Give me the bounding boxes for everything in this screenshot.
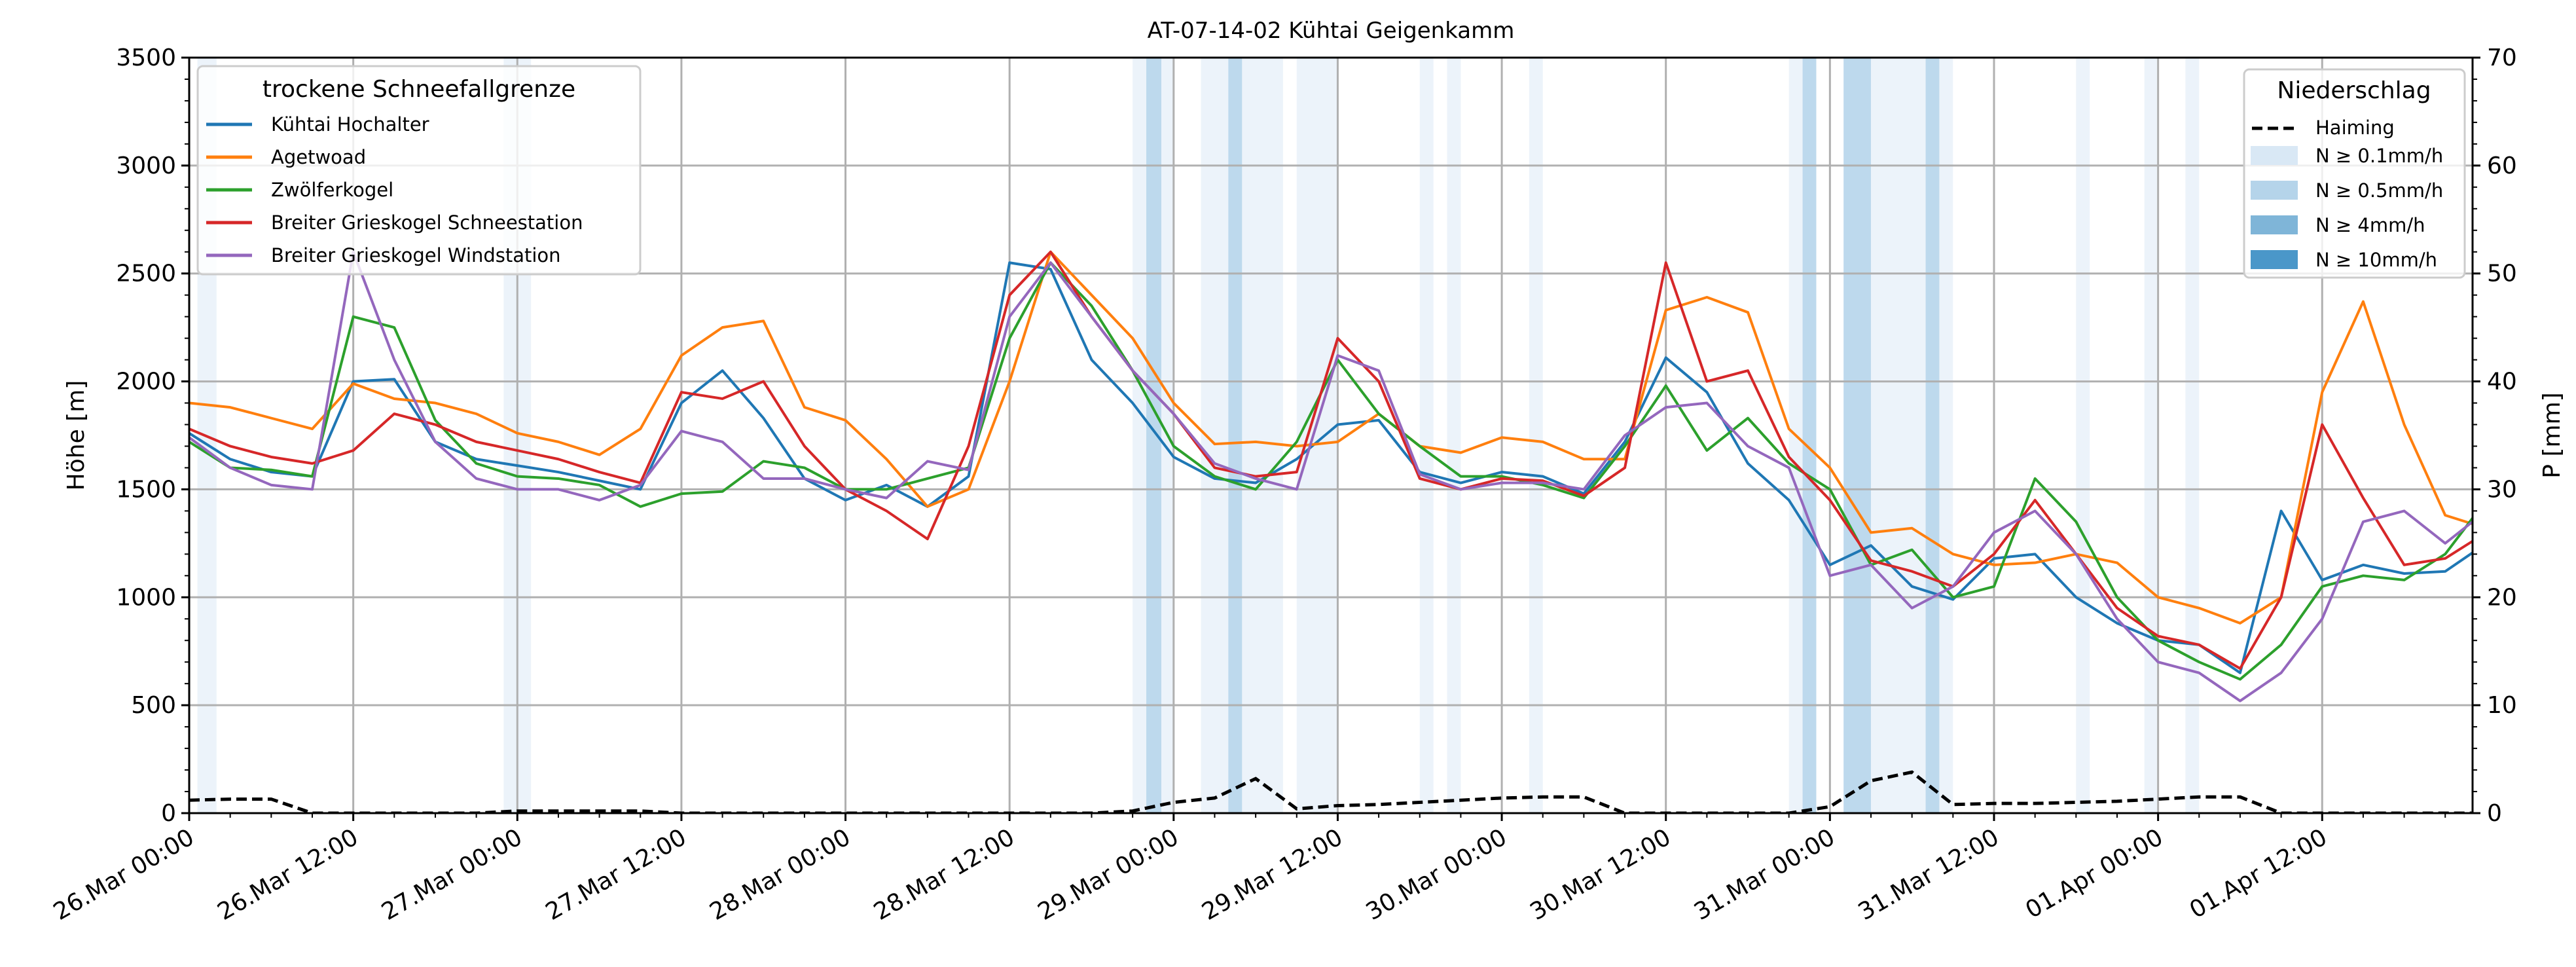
legend-label: Kühtai Hochalter	[271, 113, 429, 136]
x-tick-label: 31.Mar 00:00	[1690, 824, 1840, 926]
x-tick-label: 26.Mar 12:00	[213, 824, 363, 926]
y-right-tick-label: 50	[2487, 261, 2517, 287]
precip-band	[1228, 58, 1243, 813]
x-tick-label: 29.Mar 00:00	[1034, 824, 1184, 926]
y-axis-label: Höhe [m]	[63, 380, 90, 491]
plot-frame	[188, 56, 2474, 814]
precip-band	[2076, 58, 2090, 813]
series-line-1	[189, 250, 2473, 625]
y-right-tick-label: 30	[2487, 476, 2517, 503]
precip-band	[1802, 58, 1817, 813]
legend-snowline: trockene Schneefallgrenze Kühtai Hochalt…	[196, 65, 642, 276]
legend-precip-swatch	[2251, 181, 2298, 200]
precip-band	[2185, 58, 2200, 813]
y-right-tick-label: 20	[2487, 584, 2517, 611]
legend-label: Zwölferkogel	[271, 179, 393, 201]
legend-haiming-label: Haiming	[2315, 117, 2395, 139]
y-right-tick-label: 0	[2487, 800, 2502, 827]
legend-precip-title: Niederschlag	[2277, 77, 2431, 104]
y-tick-label: 3000	[116, 153, 176, 179]
precip-band	[2144, 58, 2158, 813]
x-tick-label: 01.Apr 12:00	[2185, 824, 2332, 924]
legend-precip-label: N ≥ 10mm/h	[2315, 249, 2437, 271]
legend-precip-label: N ≥ 0.1mm/h	[2315, 145, 2443, 167]
x-tick-label: 27.Mar 12:00	[541, 824, 691, 926]
y-right-tick-label: 40	[2487, 369, 2517, 395]
legend-precip-label: N ≥ 0.5mm/h	[2315, 179, 2443, 202]
legend-precip-label: N ≥ 4mm/h	[2315, 214, 2425, 236]
legend-precip-swatch	[2251, 146, 2298, 165]
legend-label: Breiter Grieskogel Windstation	[271, 244, 561, 266]
x-tick-label: 28.Mar 00:00	[705, 824, 855, 926]
legend-label: Agetwoad	[271, 146, 366, 168]
haiming-precip-line	[189, 770, 2473, 813]
legend-precip-swatch	[2251, 250, 2298, 269]
precip-band	[1843, 58, 1872, 813]
series-line-0	[189, 261, 2473, 674]
x-tick-label: 29.Mar 12:00	[1197, 824, 1347, 926]
legend-precip: Niederschlag Haiming N ≥ 0.1mm/h N ≥ 0.5m…	[2243, 68, 2466, 279]
x-tick-label: 01.Apr 00:00	[2021, 824, 2168, 924]
y-tick-label: 2000	[116, 369, 176, 395]
y-tick-label: 3500	[116, 45, 176, 71]
y-tick-label: 2500	[116, 261, 176, 287]
legend-label: Breiter Grieskogel Schneestation	[271, 211, 583, 234]
precip-band	[1419, 58, 1434, 813]
y-tick-label: 500	[131, 692, 176, 719]
y-right-tick-label: 10	[2487, 692, 2517, 719]
chart-title: AT-07-14-02 Kühtai Geigenkamm	[1148, 18, 1515, 44]
legend-snowline-title: trockene Schneefallgrenze	[263, 76, 575, 103]
legend-precip-swatch	[2251, 215, 2298, 234]
y-tick-label: 1000	[116, 584, 176, 611]
precip-band	[1146, 58, 1162, 813]
x-tick-label: 30.Mar 12:00	[1526, 824, 1676, 926]
precip-line	[189, 770, 2473, 813]
x-tick-label: 26.Mar 00:00	[49, 824, 199, 926]
y-axis-right-label: P [mm]	[2539, 392, 2566, 478]
y-right-tick-label: 70	[2487, 45, 2517, 71]
y-tick-label: 0	[161, 800, 176, 827]
series-lines	[189, 250, 2473, 702]
x-tick-label: 28.Mar 12:00	[869, 824, 1019, 926]
precip-band	[1529, 58, 1543, 813]
x-tick-label: 27.Mar 00:00	[377, 824, 527, 926]
precip-band	[1925, 58, 1940, 813]
x-tick-label: 30.Mar 00:00	[1362, 824, 1512, 926]
x-tick-label: 31.Mar 12:00	[1854, 824, 2004, 926]
y-tick-label: 1500	[116, 476, 176, 503]
precip-band	[1296, 58, 1338, 813]
precip-band	[1447, 58, 1461, 813]
series-line-4	[189, 250, 2473, 702]
y-right-tick-label: 60	[2487, 153, 2517, 179]
series-line-3	[189, 250, 2473, 670]
